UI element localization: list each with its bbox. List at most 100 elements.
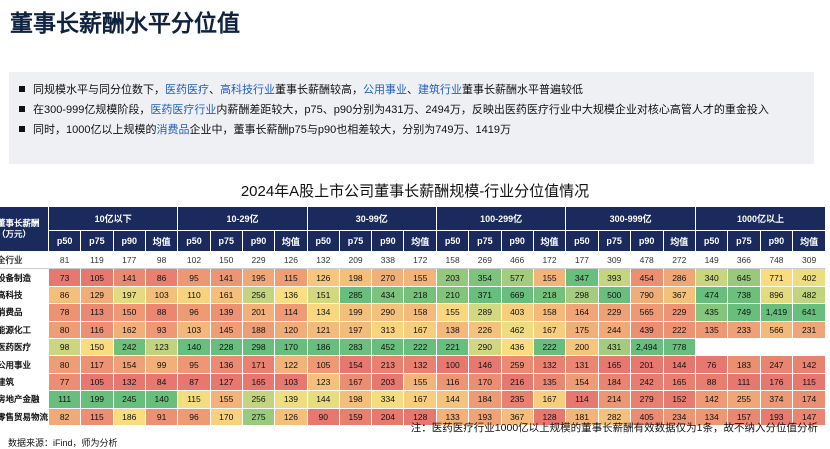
value-cell: 139 (274, 390, 308, 409)
value-cell: 98 (144, 250, 179, 270)
value-cell: 155 (403, 268, 437, 287)
value-cell: 157 (727, 407, 761, 426)
value-cell: 111 (727, 372, 761, 392)
group-header: 10-29亿 (177, 206, 308, 231)
value-cell: 213 (371, 355, 405, 374)
value-cell: 155 (209, 390, 243, 409)
row-label: 零售贸易物流 (0, 407, 50, 426)
sub-header: p50 (177, 230, 211, 252)
summary-list: 同规模水平与同分位数下，医药医疗、高科技行业董事长薪酬较高，公用事业、建筑行业董… (9, 72, 814, 140)
value-cell: 155 (435, 303, 470, 322)
value-cell: 340 (695, 268, 729, 287)
value-cell: 474 (695, 285, 729, 305)
row-label: 医药医疗 (0, 337, 50, 357)
sub-header: p75 (468, 230, 502, 252)
sub-header: p90 (241, 230, 276, 252)
value-cell: 462 (500, 320, 534, 339)
value-cell: 228 (209, 337, 243, 357)
value-cell: 184 (468, 390, 502, 409)
value-cell: 138 (435, 320, 470, 339)
value-cell: 134 (306, 303, 340, 322)
row-label: 消费品 (0, 303, 50, 322)
value-cell: 275 (241, 407, 276, 426)
value-cell: 738 (727, 285, 761, 305)
value-cell: 371 (468, 285, 502, 305)
row-label: 公用事业 (0, 355, 50, 374)
value-cell: 193 (468, 407, 502, 426)
value-cell: 669 (500, 285, 534, 305)
value-cell: 778 (662, 337, 697, 357)
value-cell: 128 (532, 407, 567, 426)
sub-header: 均值 (403, 230, 437, 252)
value-cell: 155 (403, 372, 437, 392)
value-cell: 149 (695, 250, 729, 270)
table-row: 消费品7811315088961392011141341992901581552… (0, 303, 826, 322)
value-cell: 135 (532, 372, 567, 392)
value-cell: 201 (241, 303, 276, 322)
value-cell: 88 (695, 372, 729, 392)
value-cell: 896 (759, 285, 794, 305)
value-cell: 134 (695, 407, 729, 426)
value-cell: 218 (403, 285, 437, 305)
value-cell: 183 (727, 355, 761, 374)
value-cell: 226 (468, 320, 502, 339)
value-cell (759, 337, 794, 357)
value-cell: 186 (112, 407, 146, 426)
value-cell: 209 (338, 250, 373, 270)
value-cell: 309 (597, 250, 631, 270)
value-cell: 86 (144, 268, 179, 287)
value-cell: 105 (306, 355, 340, 374)
value-cell (792, 337, 826, 357)
sub-header: p90 (500, 230, 534, 252)
sub-header: p75 (209, 230, 243, 252)
value-cell: 93 (144, 320, 179, 339)
value-cell: 158 (532, 303, 567, 322)
value-cell: 159 (338, 407, 373, 426)
value-cell: 103 (177, 320, 211, 339)
value-cell: 152 (662, 390, 697, 409)
group-header: 10亿以下 (48, 206, 179, 231)
sub-header: p90 (629, 230, 664, 252)
value-cell: 77 (48, 372, 82, 392)
value-cell: 142 (792, 355, 826, 374)
value-cell: 76 (695, 355, 729, 374)
value-cell: 222 (662, 320, 697, 339)
value-cell: 174 (792, 390, 826, 409)
value-cell: 80 (48, 320, 82, 339)
value-cell: 229 (662, 303, 697, 322)
value-cell: 434 (371, 285, 405, 305)
value-cell: 144 (306, 390, 340, 409)
table-row: 全行业8111917798102150229126132209338172158… (0, 250, 826, 270)
value-cell: 172 (532, 250, 567, 270)
highlight-text: 建筑行业 (418, 84, 462, 96)
value-cell: 81 (48, 250, 82, 270)
bullet-icon (19, 86, 25, 93)
summary-bullet: 同时，1000亿以上规模的消费品企业中，董事长薪酬p75与p90也相差较大，分别… (19, 120, 814, 140)
value-cell: 82 (48, 407, 82, 426)
value-cell: 140 (177, 337, 211, 357)
sub-header: p90 (371, 230, 405, 252)
value-cell: 272 (662, 250, 697, 270)
value-cell: 255 (727, 390, 761, 409)
value-cell: 566 (759, 320, 794, 339)
value-cell: 117 (80, 355, 114, 374)
table-row: 医药医疗 98 150 242 123 140 228 298 170 186 283 452 222 2… (0, 337, 826, 357)
value-cell: 132 (112, 372, 146, 392)
value-cell: 452 (371, 337, 405, 357)
value-cell: 290 (371, 303, 405, 322)
summary-bullet: 在300-999亿规模阶段，医药医疗行业内薪酬差距较大，p75、p90分别为43… (19, 100, 814, 120)
value-cell: 214 (597, 390, 631, 409)
value-cell: 115 (792, 372, 826, 392)
group-header: 100-299亿 (435, 206, 567, 231)
value-cell: 436 (500, 337, 534, 357)
value-cell: 748 (759, 250, 794, 270)
value-cell: 184 (597, 372, 631, 392)
value-cell: 119 (80, 250, 114, 270)
value-cell: 127 (209, 372, 243, 392)
value-cell: 144 (435, 390, 470, 409)
value-cell: 154 (338, 355, 373, 374)
value-cell: 482 (792, 285, 826, 305)
value-cell: 162 (112, 320, 146, 339)
value-cell: 282 (597, 407, 631, 426)
value-cell: 80 (48, 355, 82, 374)
